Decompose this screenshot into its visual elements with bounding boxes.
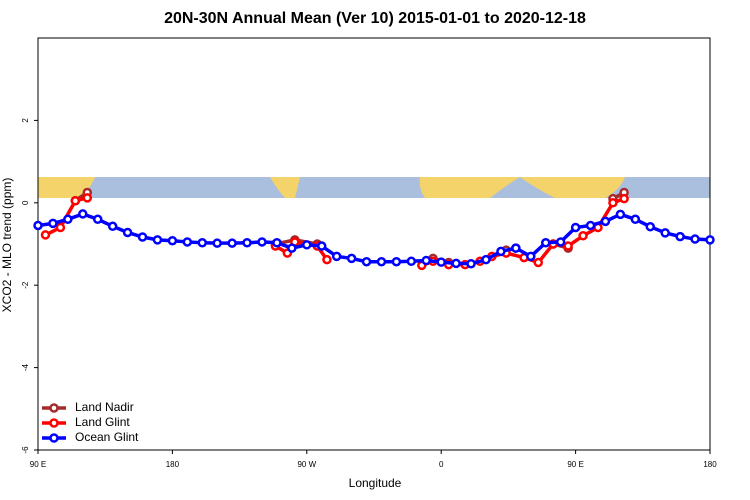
data-point: [63, 214, 73, 225]
data-point: [322, 254, 332, 265]
data-point: [242, 238, 252, 248]
y-tick-label: 2: [21, 118, 30, 123]
plot-frame: [37, 37, 711, 451]
y-tick-label: -6: [21, 446, 30, 454]
data-point: [436, 257, 446, 267]
data-point: [645, 221, 656, 232]
data-point: [82, 193, 93, 203]
data-point: [705, 235, 715, 245]
data-point: [391, 256, 402, 267]
data-point: [331, 251, 342, 262]
data-point: [526, 251, 536, 262]
x-tick-label: 90 W: [297, 460, 316, 469]
data-point: [33, 220, 43, 231]
data-point: [578, 231, 588, 241]
data-point: [55, 222, 66, 233]
data-point: [600, 216, 611, 227]
data-point: [167, 235, 178, 246]
data-point: [137, 232, 148, 242]
data-point: [563, 241, 573, 251]
data-point: [406, 256, 417, 267]
legend-label: Ocean Glint: [75, 430, 139, 444]
data-point: [608, 198, 618, 208]
data-point: [690, 234, 700, 244]
data-point: [40, 230, 51, 240]
data-point: [212, 238, 222, 248]
data-point: [302, 240, 312, 250]
data-point: [182, 237, 193, 247]
chart-title: 20N-30N Annual Mean (Ver 10) 2015-01-01 …: [164, 10, 586, 27]
x-tick-label: 180: [166, 460, 180, 469]
x-tick-label: 90 E: [30, 460, 46, 469]
x-tick-label: 0: [439, 460, 444, 469]
data-point: [92, 214, 103, 225]
y-tick-label: 0: [21, 200, 30, 205]
data-point: [272, 238, 282, 248]
data-point: [466, 259, 476, 269]
x-tick-label: 90 E: [567, 460, 583, 469]
x-tick-label: 180: [703, 460, 717, 469]
legend-marker: [49, 433, 59, 443]
legend-label: Land Glint: [75, 415, 130, 429]
data-point: [227, 238, 237, 248]
data-point: [585, 220, 596, 231]
x-axis-label: Longitude: [349, 476, 402, 490]
y-tick-label: -4: [21, 363, 30, 371]
data-point: [346, 253, 357, 264]
data-point: [481, 254, 491, 265]
data-point: [511, 243, 521, 253]
data-point: [630, 214, 641, 225]
data-point: [421, 255, 432, 266]
y-tick-label: -2: [21, 281, 30, 289]
legend-marker: [49, 403, 59, 413]
series-line: [74, 190, 625, 265]
series-line: [37, 212, 711, 266]
data-point: [451, 258, 461, 269]
map-strip: [38, 177, 710, 198]
data-point: [257, 237, 267, 247]
data-point: [122, 227, 133, 238]
data-point: [361, 256, 372, 267]
data-point: [70, 195, 81, 206]
data-point: [316, 241, 327, 251]
data-point: [619, 193, 629, 204]
data-point: [540, 238, 551, 248]
y-axis-label: XCO2 - MLO trend (ppm): [0, 178, 14, 313]
data-point: [107, 221, 118, 232]
data-point: [48, 218, 58, 229]
data-point: [555, 237, 566, 247]
data-point: [78, 209, 88, 219]
data-point: [376, 256, 387, 267]
legend-marker: [49, 418, 59, 428]
data-point: [533, 257, 544, 268]
data-point: [675, 231, 685, 242]
data-point: [660, 228, 670, 238]
data-point: [197, 238, 208, 248]
legend-label: Land Nadir: [75, 400, 134, 414]
data-point: [287, 243, 297, 253]
data-point: [152, 235, 163, 245]
data-point: [615, 209, 626, 220]
data-point: [496, 246, 506, 257]
data-point: [570, 222, 581, 233]
